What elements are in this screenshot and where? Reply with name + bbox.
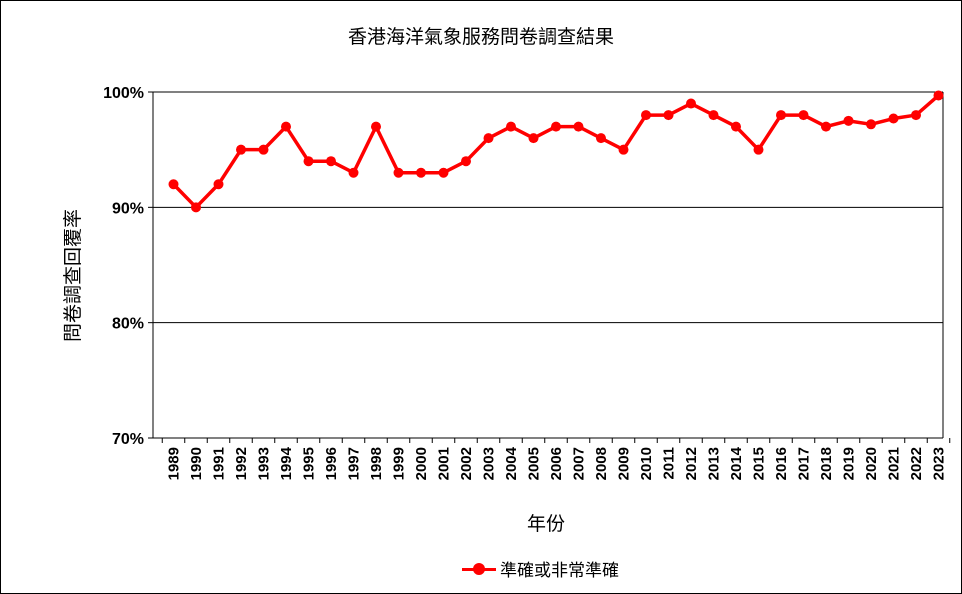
legend-label: 準確或非常準確 [500, 561, 619, 581]
x-tick-label: 2017 [796, 447, 813, 480]
data-point [281, 121, 291, 132]
data-point [731, 121, 741, 132]
data-point [168, 179, 179, 190]
y-tick-label: 100% [103, 85, 144, 102]
data-point [641, 110, 651, 121]
x-tick-label: 2023 [931, 447, 948, 480]
data-point [303, 156, 314, 167]
data-point [371, 121, 381, 132]
data-point [866, 119, 876, 130]
x-tick-label: 2009 [616, 447, 633, 480]
x-tick-label: 2003 [481, 447, 498, 480]
legend: 準確或非常準確 [462, 556, 619, 581]
x-tick-label: 2016 [773, 447, 790, 480]
data-point [933, 90, 944, 101]
x-tick-label: 2001 [436, 447, 453, 480]
x-tick-label: 2014 [728, 446, 745, 480]
y-tick-label: 70% [112, 431, 144, 448]
data-point [438, 167, 449, 178]
data-point [461, 156, 471, 167]
data-point [821, 121, 831, 132]
x-tick-label: 2007 [571, 447, 588, 480]
data-point [686, 98, 696, 109]
data-point [506, 121, 516, 132]
x-tick-label: 1990 [188, 447, 205, 480]
x-tick-label: 1989 [166, 447, 183, 480]
data-point [416, 167, 426, 178]
chart-title: 香港海洋氣象服務問卷調查結果 [347, 26, 614, 48]
x-tick-label: 2021 [886, 447, 903, 480]
plot-series [168, 90, 944, 213]
data-point [708, 110, 719, 121]
data-point [551, 121, 561, 132]
data-point [596, 133, 606, 144]
series-line [172, 94, 940, 210]
x-tick-label: 2022 [908, 447, 925, 480]
x-tick-label: 2002 [458, 447, 475, 480]
x-tick-label: 2011 [661, 447, 678, 480]
data-point [528, 133, 539, 144]
x-tick-label: 2004 [503, 446, 520, 480]
data-point [776, 110, 786, 121]
data-point [191, 202, 201, 213]
x-axis-label: 年份 [526, 513, 565, 535]
x-axis-ticks: 1989 1990 1991 1992 1993 1994 1995 1996 1997 1998… [161, 438, 951, 480]
data-point [618, 144, 629, 155]
y-tick-label: 80% [112, 316, 144, 333]
x-tick-label: 2006 [548, 447, 565, 480]
y-tick-label: 90% [112, 200, 144, 217]
x-tick-label: 2018 [818, 447, 835, 480]
x-tick-label: 1994 [278, 446, 295, 480]
x-tick-label: 2019 [841, 447, 858, 480]
x-tick-label: 1995 [301, 447, 318, 480]
x-tick-label: 2012 [683, 447, 700, 480]
gridlines [152, 91, 944, 439]
data-point [483, 133, 494, 144]
x-tick-label: 2010 [638, 447, 655, 480]
data-point [236, 144, 246, 155]
x-tick-label: 2013 [706, 447, 723, 480]
x-tick-label: 1997 [346, 447, 363, 480]
x-tick-label: 2015 [751, 447, 768, 480]
y-axis-ticks: 70% 80% 90% 100% [103, 85, 153, 448]
x-tick-label: 2000 [413, 447, 430, 480]
x-tick-label: 1998 [368, 447, 385, 480]
data-point [393, 167, 404, 178]
legend-swatch [462, 562, 496, 575]
x-tick-label: 1991 [211, 447, 228, 480]
data-point [888, 113, 899, 124]
x-tick-label: 1992 [233, 447, 250, 480]
data-point [663, 110, 674, 121]
data-point [326, 156, 336, 167]
x-tick-label: 2020 [863, 447, 880, 480]
data-point [213, 179, 224, 190]
data-point [843, 115, 854, 126]
x-tick-label: 2005 [526, 447, 543, 480]
data-point [753, 144, 764, 155]
data-point [911, 110, 921, 121]
x-tick-label: 1999 [391, 447, 408, 480]
x-tick-label: 1996 [323, 447, 340, 480]
data-point [348, 167, 359, 178]
data-point [573, 121, 584, 132]
x-tick-label: 1993 [256, 447, 273, 480]
data-point [798, 110, 809, 121]
data-point [258, 144, 269, 155]
x-tick-label: 2008 [593, 447, 610, 480]
